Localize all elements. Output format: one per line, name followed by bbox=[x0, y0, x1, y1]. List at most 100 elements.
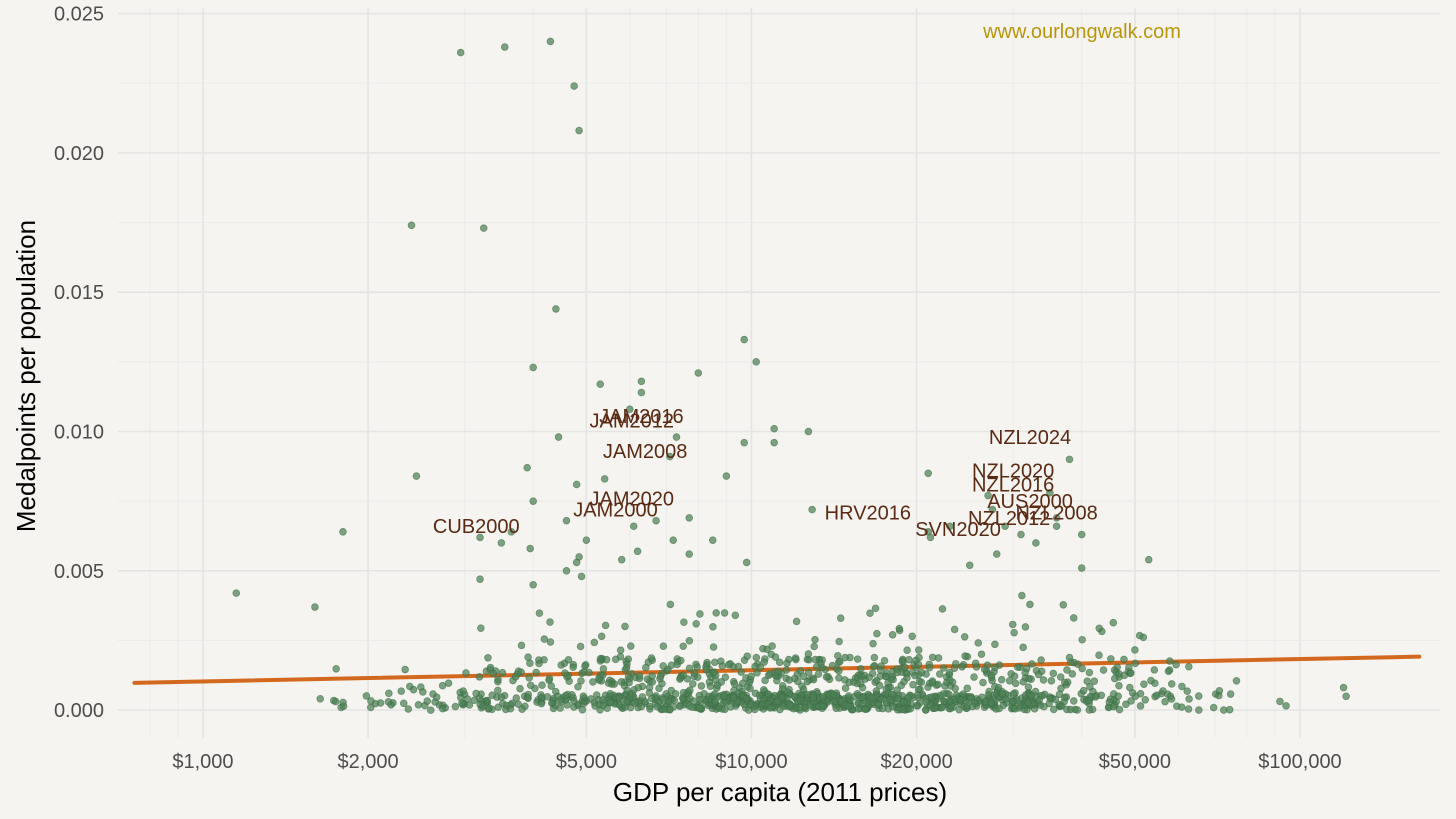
data-point bbox=[869, 662, 878, 671]
data-point bbox=[747, 672, 755, 681]
y-tick-labels: 0.000 0.005 0.010 0.015 0.020 0.025 bbox=[54, 4, 104, 723]
data-point bbox=[791, 654, 800, 662]
data-point bbox=[1018, 591, 1026, 600]
data-point bbox=[1046, 489, 1054, 497]
data-point bbox=[888, 630, 897, 639]
data-point bbox=[836, 657, 844, 666]
data-point bbox=[1068, 670, 1077, 678]
data-point bbox=[759, 686, 768, 694]
data-point bbox=[1131, 646, 1139, 654]
data-point bbox=[547, 682, 556, 690]
data-point bbox=[917, 678, 926, 687]
data-point bbox=[1276, 697, 1284, 706]
data-point bbox=[693, 663, 701, 671]
data-point bbox=[1282, 702, 1290, 710]
data-point bbox=[563, 701, 571, 709]
data-point bbox=[804, 427, 813, 436]
data-point bbox=[577, 572, 586, 581]
data-point bbox=[894, 694, 902, 703]
data-point bbox=[792, 617, 801, 626]
point-label: NZL2024 bbox=[989, 427, 1071, 449]
data-point bbox=[1172, 660, 1180, 669]
data-point bbox=[1136, 702, 1145, 710]
data-point bbox=[1090, 677, 1099, 685]
data-point bbox=[637, 377, 646, 386]
data-point bbox=[808, 505, 816, 514]
data-point bbox=[685, 637, 694, 645]
data-point bbox=[546, 37, 555, 46]
data-point bbox=[535, 609, 544, 617]
data-point bbox=[498, 668, 507, 677]
data-point bbox=[760, 658, 769, 666]
data-point bbox=[506, 704, 515, 713]
data-point bbox=[909, 680, 917, 689]
data-point bbox=[798, 682, 806, 690]
data-point bbox=[547, 699, 556, 707]
data-point bbox=[459, 687, 468, 695]
data-point bbox=[1049, 669, 1058, 678]
data-point bbox=[970, 673, 978, 681]
data-point bbox=[822, 673, 831, 681]
data-point bbox=[1063, 666, 1071, 674]
data-point bbox=[720, 609, 729, 617]
data-point bbox=[1167, 695, 1176, 703]
data-point bbox=[1183, 687, 1192, 696]
data-point bbox=[525, 674, 533, 682]
data-point bbox=[1095, 651, 1103, 659]
data-point bbox=[1027, 691, 1036, 700]
data-point bbox=[906, 705, 915, 713]
data-point bbox=[526, 544, 535, 553]
data-point bbox=[880, 656, 889, 665]
data-point bbox=[742, 694, 751, 703]
data-point bbox=[404, 705, 413, 713]
data-point bbox=[606, 698, 615, 707]
y-axis-title: Medalpoints per population bbox=[11, 220, 41, 532]
data-point bbox=[617, 555, 626, 564]
data-point bbox=[629, 522, 638, 531]
data-point bbox=[904, 693, 912, 702]
data-point bbox=[853, 655, 862, 663]
data-point bbox=[688, 703, 696, 712]
data-point bbox=[316, 694, 325, 703]
data-point bbox=[656, 672, 665, 680]
data-point bbox=[1215, 687, 1224, 695]
data-point bbox=[463, 695, 472, 703]
data-point bbox=[893, 686, 901, 694]
data-point bbox=[462, 669, 470, 677]
data-point bbox=[456, 48, 465, 57]
data-point bbox=[1057, 702, 1066, 710]
data-point bbox=[475, 673, 484, 681]
data-point bbox=[1035, 696, 1044, 704]
data-point bbox=[945, 697, 954, 706]
data-point bbox=[1115, 681, 1123, 690]
data-point bbox=[631, 699, 639, 707]
data-point bbox=[1011, 679, 1020, 688]
data-point bbox=[992, 705, 1000, 713]
data-point bbox=[963, 684, 972, 693]
data-point bbox=[961, 652, 969, 660]
data-point bbox=[841, 676, 849, 684]
data-point bbox=[799, 672, 808, 681]
data-point bbox=[647, 694, 656, 703]
data-point bbox=[858, 683, 867, 692]
data-point bbox=[556, 696, 565, 704]
data-point bbox=[935, 670, 944, 678]
data-point bbox=[1021, 623, 1030, 631]
data-point bbox=[626, 642, 635, 650]
data-point bbox=[596, 380, 605, 388]
data-point bbox=[743, 652, 752, 661]
data-point bbox=[1114, 692, 1122, 700]
x-axis-title: GDP per capita (2011 prices) bbox=[613, 777, 947, 807]
data-point bbox=[752, 358, 760, 366]
data-point bbox=[1144, 555, 1153, 564]
data-point bbox=[809, 693, 817, 702]
data-point bbox=[634, 683, 642, 692]
data-point bbox=[794, 677, 802, 686]
data-point bbox=[967, 693, 975, 701]
data-point bbox=[476, 575, 484, 583]
data-point bbox=[1079, 686, 1088, 695]
data-point bbox=[569, 663, 577, 672]
data-point bbox=[658, 695, 667, 704]
y-tick-label: 0.000 bbox=[54, 700, 104, 722]
